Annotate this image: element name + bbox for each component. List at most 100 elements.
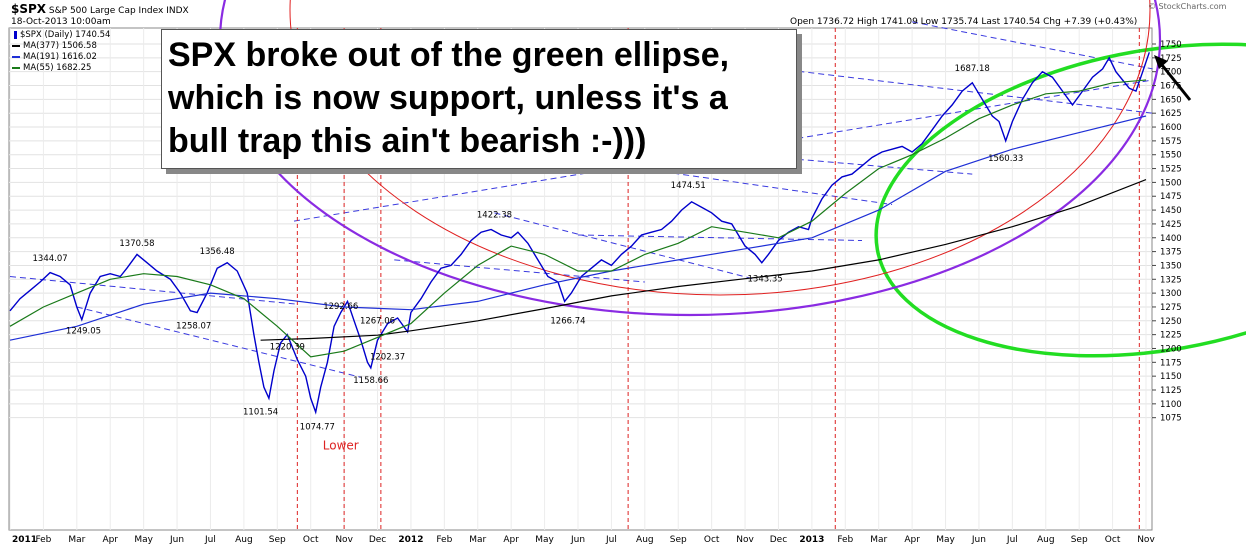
price-annotation: 1267.06 — [360, 316, 395, 326]
y-tick-label: 1075 — [1160, 414, 1182, 424]
x-tick-label: May — [936, 535, 955, 545]
x-tick-label: 2013 — [799, 535, 824, 545]
x-tick-label: Jul — [605, 535, 617, 545]
y-tick-label: 1550 — [1160, 151, 1182, 161]
price-annotation: 1202.37 — [370, 352, 405, 362]
x-tick-label: Oct — [1105, 535, 1121, 545]
x-tick-label: Apr — [102, 535, 118, 545]
x-tick-label: Mar — [68, 535, 85, 545]
price-annotation: 1292.66 — [323, 302, 358, 312]
y-tick-label: 1100 — [1160, 400, 1182, 410]
line-swatch-icon — [12, 44, 20, 47]
x-tick-label: Dec — [369, 535, 386, 545]
x-tick-label: Sep — [670, 535, 687, 545]
price-annotation: 1370.58 — [119, 239, 154, 249]
price-annotation: 1258.07 — [176, 321, 211, 331]
x-tick-label: Jul — [1006, 535, 1018, 545]
y-tick-label: 1600 — [1160, 123, 1182, 133]
y-tick-label: 1575 — [1160, 137, 1182, 147]
candle-icon — [14, 30, 17, 39]
x-tick-label: Apr — [503, 535, 519, 545]
price-annotation: 1266.74 — [550, 316, 585, 326]
y-tick-label: 1525 — [1160, 165, 1182, 175]
y-tick-label: 1500 — [1160, 178, 1182, 188]
price-annotation: 1422.38 — [477, 211, 512, 221]
price-annotation: 1343.35 — [748, 274, 783, 284]
arrow-head-icon — [1154, 55, 1168, 69]
x-tick-label: Aug — [235, 535, 253, 545]
line-swatch-icon — [12, 55, 20, 58]
legend-item-ma377: MA(377) 1506.58 — [12, 41, 97, 51]
trend-channel-line — [394, 259, 645, 283]
symbol: $SPX — [11, 2, 47, 16]
trend-channel-line — [494, 212, 756, 280]
chart-header: $SPX S&P 500 Large Cap Index INDX — [11, 2, 189, 16]
y-tick-label: 1700 — [1160, 68, 1182, 78]
y-tick-label: 1450 — [1160, 206, 1182, 216]
y-tick-label: 1725 — [1160, 54, 1182, 64]
price-annotation: 1356.48 — [200, 247, 235, 257]
x-tick-label: Aug — [1037, 535, 1055, 545]
y-tick-label: 1325 — [1160, 275, 1182, 285]
price-annotation: 1220.39 — [270, 342, 305, 352]
trend-channel-line — [9, 276, 298, 305]
price-annotation: 1344.07 — [33, 254, 68, 264]
price-annotation: 1074.77 — [300, 423, 335, 433]
x-tick-label: Mar — [870, 535, 887, 545]
x-tick-label: Feb — [837, 535, 853, 545]
x-tick-label: 2012 — [398, 535, 423, 545]
series-line-ma55 — [9, 79, 1147, 358]
quote-open: 1736.72 — [816, 17, 855, 27]
lower-label: Lower — [323, 439, 359, 453]
quote-change: +7.39 (+0.43%) — [1063, 17, 1138, 27]
price-annotation: 1474.51 — [671, 181, 706, 191]
y-tick-label: 1275 — [1160, 303, 1182, 313]
series-line-ma191 — [9, 115, 1147, 341]
green-ellipse — [874, 42, 1246, 358]
x-tick-label: May — [535, 535, 554, 545]
callout-line-1: SPX broke out of the green ellipse, — [168, 36, 730, 74]
trend-channel-line — [544, 154, 893, 206]
y-tick-label: 1475 — [1160, 192, 1182, 202]
y-tick-label: 1250 — [1160, 317, 1182, 327]
series-line-spx — [9, 52, 1150, 415]
index-name: S&P 500 Large Cap Index — [48, 6, 164, 16]
x-tick-label: Oct — [704, 535, 720, 545]
x-tick-label: Aug — [636, 535, 654, 545]
series-line-ma377 — [260, 179, 1147, 341]
quote-high: 1741.09 — [880, 17, 918, 27]
x-tick-label: May — [134, 535, 153, 545]
x-tick-label: Nov — [736, 535, 754, 545]
y-tick-label: 1375 — [1160, 248, 1182, 258]
y-axis: 1075 1100 1125 1150 1175 1200 1225 1250 1275 1300… — [1152, 40, 1182, 424]
y-tick-label: 1425 — [1160, 220, 1182, 230]
trend-channel-line — [912, 21, 1153, 70]
trend-channel-line — [678, 148, 973, 175]
price-annotation: 1158.66 — [353, 376, 388, 386]
quote-last: 1740.54 — [1003, 17, 1041, 27]
y-tick-label: 1300 — [1160, 289, 1182, 299]
quote-bar: Open 1736.72 High 1741.09 Low 1735.74 La… — [790, 17, 1138, 27]
x-tick-label: Jun — [971, 535, 986, 545]
y-tick-label: 1175 — [1160, 358, 1182, 368]
y-tick-label: 1400 — [1160, 234, 1182, 244]
trend-channel-line — [76, 306, 361, 378]
commentary-callout: SPX broke out of the green ellipse, whic… — [161, 29, 797, 169]
x-tick-label: Jun — [169, 535, 184, 545]
x-tick-label: Apr — [904, 535, 920, 545]
watermark: © StockCharts.com — [1148, 2, 1227, 11]
price-annotation: 1687.18 — [955, 64, 990, 74]
x-tick-label: Dec — [770, 535, 787, 545]
series-group — [9, 52, 1150, 415]
x-tick-label: Nov — [1137, 535, 1155, 545]
quote-low: 1735.74 — [941, 17, 979, 27]
x-tick-label: Sep — [269, 535, 286, 545]
legend-item-spx: $SPX (Daily) 1740.54 — [12, 30, 110, 40]
y-tick-label: 1200 — [1160, 344, 1182, 354]
arrow-shaft — [1156, 59, 1192, 101]
x-tick-label: Jun — [570, 535, 585, 545]
x-tick-label: Feb — [35, 535, 51, 545]
line-swatch-icon — [12, 66, 20, 69]
price-annotation: 1560.33 — [988, 154, 1023, 164]
